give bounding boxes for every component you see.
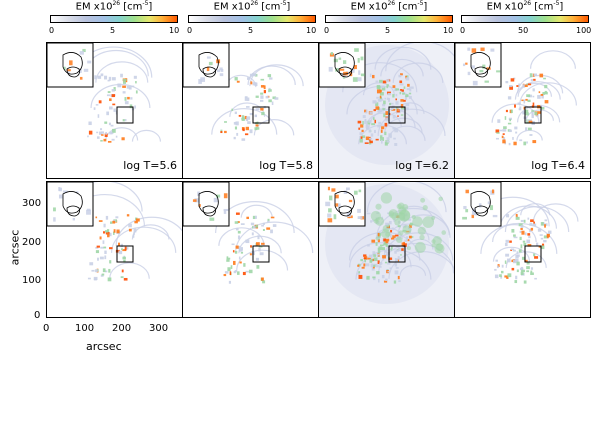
colorbar-tick: 0 <box>324 26 330 35</box>
colorbar-title: EM x1026 [cm-5] <box>350 0 428 13</box>
y-tick-label: 300 <box>22 198 42 209</box>
em-map-image <box>47 43 162 143</box>
x-tick-label: 0 <box>43 323 50 334</box>
colorbar-tick: 10 <box>443 26 454 35</box>
colorbar-gradient <box>50 15 178 23</box>
colorbar-tick: 10 <box>169 26 180 35</box>
x-tick-label: 200 <box>112 323 132 334</box>
em-map-image <box>319 43 454 178</box>
em-map-panel: log T=6.4 <box>454 42 591 179</box>
colorbar-tick: 50 <box>518 26 529 35</box>
temperature-label: log T=6.2 <box>395 159 449 172</box>
em-map-panel <box>182 181 319 318</box>
colorbar-gradient <box>325 15 453 23</box>
colorbar-tick: 5 <box>248 26 254 35</box>
colorbar-title: EM x1026 [cm-5] <box>75 0 153 13</box>
colorbar-gradient <box>461 15 589 23</box>
colorbar-4: EM x1026 [cm-5] 0 50 100 <box>460 0 592 40</box>
colorbar-1: EM x1026 [cm-5] 0 5 10 <box>49 0 180 40</box>
temperature-label: log T=5.8 <box>259 159 313 172</box>
em-map-image <box>455 43 577 146</box>
colorbar-3: EM x1026 [cm-5] 0 5 10 <box>324 0 454 40</box>
colorbar-tick: 0 <box>460 26 466 35</box>
em-map-panel: log T=5.8 <box>182 42 319 179</box>
em-map-panel: log T=6.2 <box>318 42 455 179</box>
temperature-label: log T=6.4 <box>531 159 585 172</box>
colorbar-tick: 10 <box>306 26 317 35</box>
em-map-image <box>183 182 314 284</box>
em-map-panel <box>318 181 455 318</box>
em-map-image <box>183 43 304 141</box>
em-map-panel <box>454 181 591 318</box>
colorbar-title: EM x1026 [cm-5] <box>486 0 564 13</box>
em-map-image <box>47 182 182 282</box>
y-tick-label: 100 <box>22 275 42 286</box>
y-axis-label: arcsec <box>8 229 22 266</box>
colorbar-title: EM x1026 [cm-5] <box>213 0 291 13</box>
colorbar-tick: 100 <box>576 26 592 35</box>
em-map-image <box>455 182 579 284</box>
em-map-image <box>319 182 454 317</box>
em-map-panel <box>46 181 183 318</box>
y-tick-label: 200 <box>22 237 42 248</box>
colorbar-gradient <box>188 15 316 23</box>
colorbar-tick: 0 <box>49 26 55 35</box>
x-tick-label: 100 <box>75 323 95 334</box>
colorbar-tick: 5 <box>110 26 116 35</box>
temperature-label: log T=5.6 <box>123 159 177 172</box>
x-axis-label: arcsec <box>86 340 122 353</box>
colorbar-tick: 5 <box>385 26 391 35</box>
colorbar-2: EM x1026 [cm-5] 0 5 10 <box>187 0 317 40</box>
x-tick-label: 300 <box>149 323 169 334</box>
em-map-panel: log T=5.6 <box>46 42 183 179</box>
colorbar-tick: 0 <box>187 26 193 35</box>
y-tick-label: 0 <box>34 310 41 321</box>
